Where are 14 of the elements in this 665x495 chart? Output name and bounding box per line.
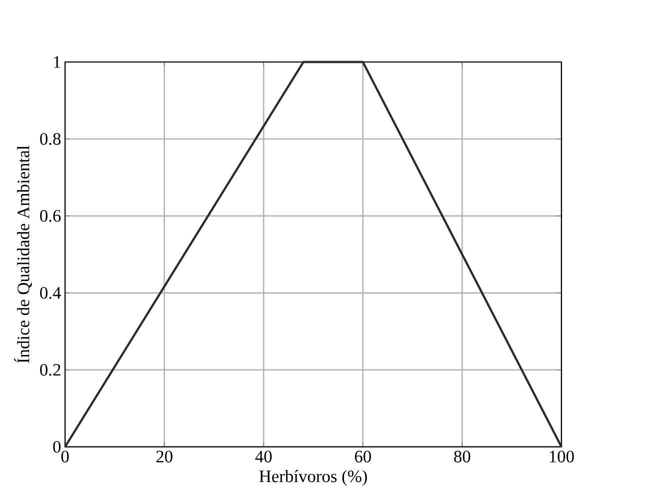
x-tick-label: 60 xyxy=(354,450,371,463)
x-tick-label: 40 xyxy=(255,450,272,463)
y-tick-label: 0.8 xyxy=(40,133,61,145)
x-axis-title: Herbívoros (%) xyxy=(259,470,367,486)
y-tick-label: 0.4 xyxy=(40,287,61,299)
x-tick-label: 80 xyxy=(454,450,470,463)
y-axis-title: Índice de Qualidade Ambiental xyxy=(14,146,32,363)
y-tick-label: 0 xyxy=(53,441,61,453)
x-tick-label: 0 xyxy=(61,450,69,463)
y-tick-label: 0.6 xyxy=(40,210,61,222)
x-tick-label: 100 xyxy=(550,450,574,463)
y-tick-label: 1 xyxy=(54,56,60,68)
x-tick-label: 20 xyxy=(156,450,172,463)
y-tick-label: 0.2 xyxy=(40,364,60,376)
